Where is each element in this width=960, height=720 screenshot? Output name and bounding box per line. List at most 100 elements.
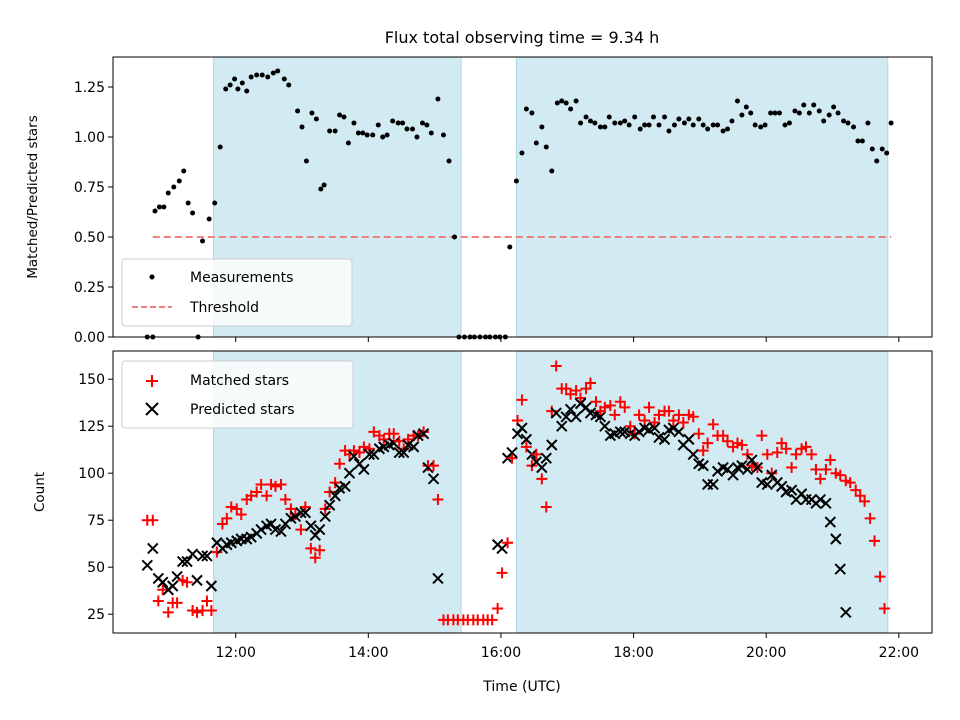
predicted-star-point <box>323 499 336 511</box>
measurement-point <box>321 182 327 188</box>
measurement-point <box>181 168 187 174</box>
matched-star-point <box>624 420 636 432</box>
top-legend: Measurements Threshold <box>121 258 353 327</box>
predicted-star-point <box>295 506 307 519</box>
predicted-star-point <box>824 516 837 528</box>
matched-star-point <box>766 467 778 479</box>
measurement-point <box>419 120 425 126</box>
measurement-point <box>821 118 827 124</box>
bottom-x-tick-label: 18:00 <box>613 645 653 661</box>
matched-star-point <box>814 473 826 485</box>
matched-star-point <box>756 430 768 442</box>
measurement-point <box>281 76 287 82</box>
matched-star-point <box>368 426 380 438</box>
measurement-point <box>686 116 692 122</box>
measurement-point <box>309 110 315 116</box>
matched-star-point <box>353 447 365 459</box>
measurement-point <box>523 106 529 112</box>
measurement-point <box>539 124 545 130</box>
measurement-point <box>424 122 430 128</box>
measurement-point <box>543 144 549 150</box>
matched-star-point <box>305 542 317 554</box>
measurement-point <box>696 116 702 122</box>
matched-star-point <box>147 514 159 526</box>
measurement-point <box>612 120 618 126</box>
measurement-point <box>725 126 731 132</box>
measurement-point <box>606 114 612 120</box>
predicted-star-point <box>697 459 709 472</box>
measurement-point <box>743 104 749 110</box>
predicted-star-point <box>746 454 758 466</box>
measurement-point <box>513 178 519 184</box>
top-axes-frame <box>112 56 933 338</box>
predicted-star-point <box>648 422 661 434</box>
predicted-star-point <box>633 426 645 438</box>
matched-star-point <box>502 537 514 549</box>
matched-star-point <box>590 396 602 408</box>
matched-star-point <box>633 409 645 421</box>
top-y-axis: 0.00 0.25 0.50 0.75 1.00 1.25 <box>74 80 113 346</box>
bottom-y-tick-label: 150 <box>78 372 105 388</box>
matched-star-point <box>639 415 651 427</box>
matched-star-point <box>776 437 788 449</box>
measurement-point <box>212 200 218 206</box>
measurement-point <box>232 76 238 82</box>
bottom-plot-marks <box>141 360 890 626</box>
bottom-panel: 25 50 75 100 125 150 12:00 14:00 16:00 18:00 20:0… <box>32 350 933 695</box>
matched-star-point <box>152 595 164 607</box>
predicted-star-point <box>255 523 267 536</box>
predicted-star-point <box>658 433 671 446</box>
predicted-star-point <box>363 448 376 461</box>
measurement-point <box>519 150 525 156</box>
measurement-point <box>811 102 817 108</box>
measurement-point <box>380 134 386 140</box>
measurement-point <box>507 244 513 250</box>
matched-star-point <box>864 512 876 524</box>
predicted-star-point <box>319 510 331 523</box>
matched-star-point <box>309 552 321 564</box>
top-y-tick-label: 0.25 <box>74 280 105 296</box>
bottom-legend: Matched stars Predicted stars <box>121 360 354 429</box>
matched-star-point <box>492 603 504 615</box>
matched-star-point <box>402 433 414 445</box>
predicted-star-point <box>574 397 587 410</box>
matched-star-point <box>565 388 577 400</box>
measurement-point <box>874 158 880 164</box>
predicted-star-point <box>147 542 159 555</box>
measurement-point <box>414 134 420 140</box>
measurement-point <box>879 146 885 152</box>
predicted-star-point <box>299 506 312 519</box>
shaded-interval <box>515 56 889 338</box>
measurement-point <box>826 112 832 118</box>
matched-star-point <box>771 447 783 459</box>
predicted-star-point <box>205 580 218 592</box>
measurement-point <box>217 144 223 150</box>
predicted-star-point <box>201 550 213 562</box>
measurement-point <box>859 138 865 144</box>
predicted-star-point <box>761 478 774 491</box>
predicted-star-point <box>422 461 434 474</box>
measurement-point <box>165 190 171 196</box>
matched-star-point <box>850 484 862 496</box>
measurement-point <box>390 118 396 124</box>
matched-star-point <box>761 448 773 460</box>
measurement-point <box>710 122 716 128</box>
matched-star-point <box>649 416 661 428</box>
bottom-x-tick-label: 22:00 <box>879 645 919 661</box>
matched-star-point <box>540 501 552 513</box>
measurement-point <box>364 132 370 138</box>
measurement-point <box>313 116 319 122</box>
measurement-point <box>275 68 281 74</box>
bottom-x-tick-label: 14:00 <box>348 645 388 661</box>
matched-star-point <box>810 463 822 475</box>
measurement-point <box>299 124 305 130</box>
predicted-star-point <box>427 473 440 485</box>
measurement-point <box>792 108 798 114</box>
top-y-tick-label: 0.75 <box>74 180 105 196</box>
predicted-star-point <box>343 467 356 479</box>
measurement-point <box>563 100 569 106</box>
measurement-point <box>650 114 656 120</box>
measurement-point <box>801 102 807 108</box>
measurement-point <box>554 100 560 106</box>
legend-measurements-label: Measurements <box>190 270 293 286</box>
